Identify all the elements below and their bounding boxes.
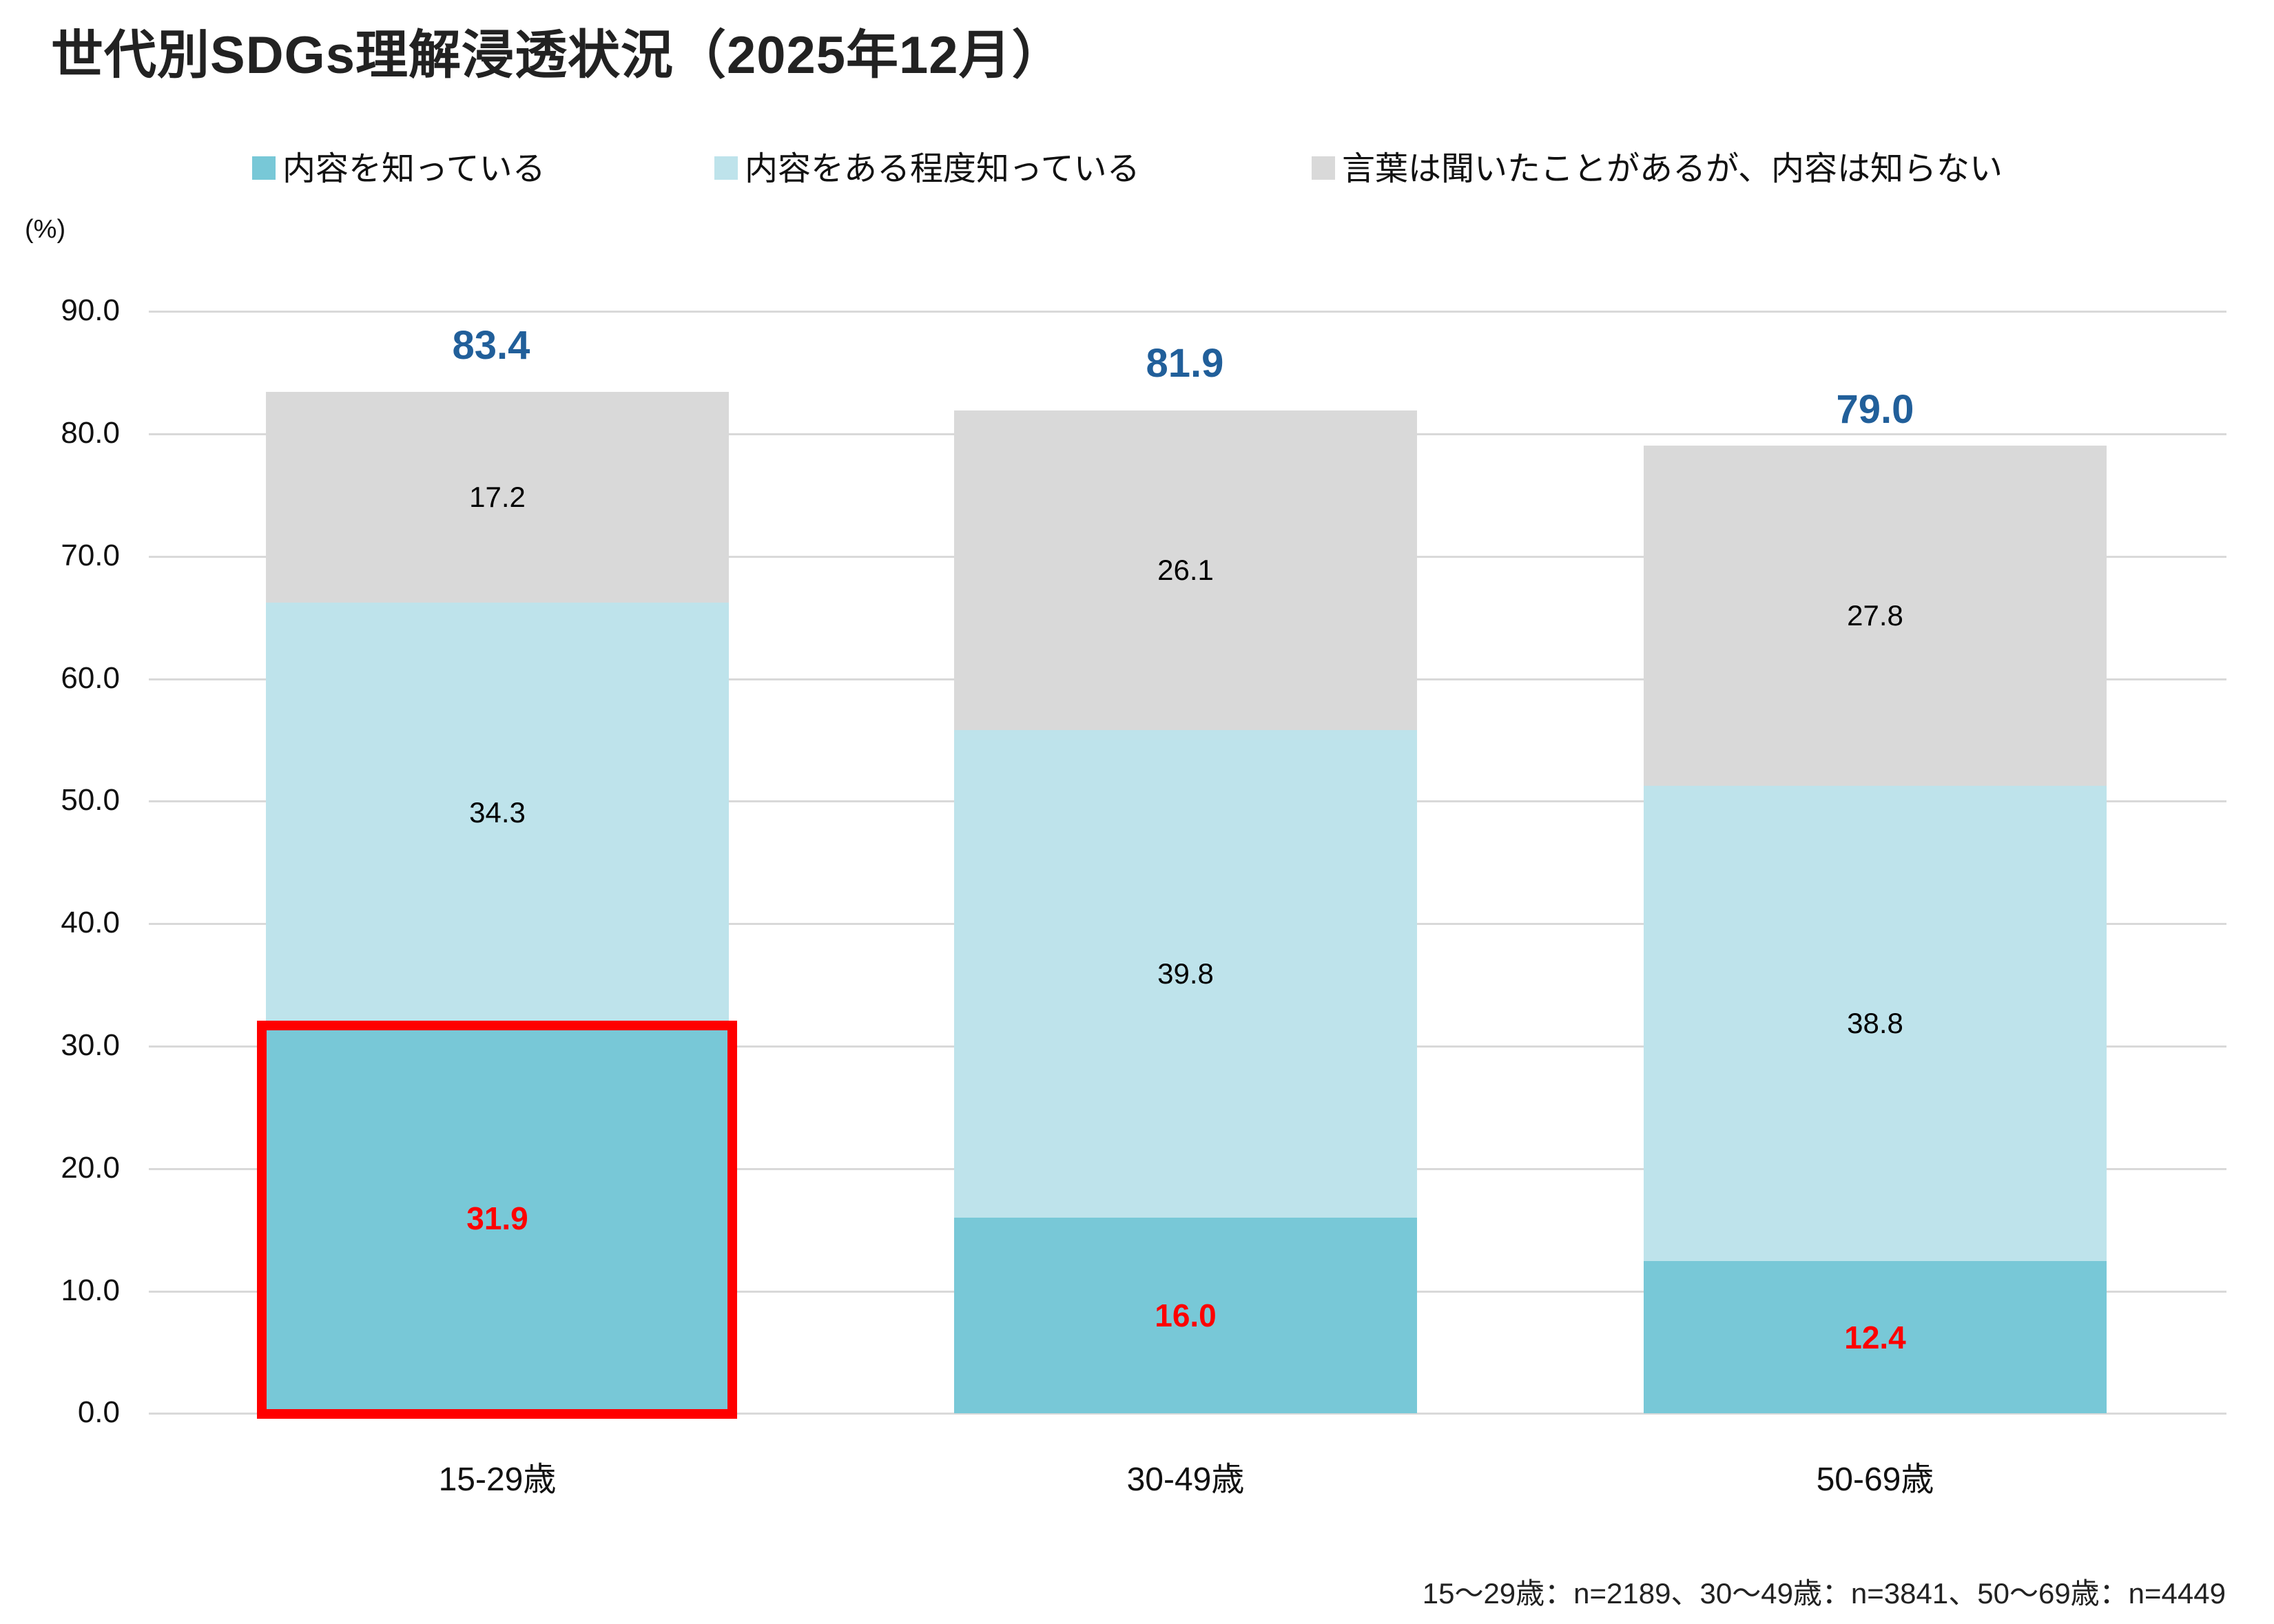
y-tick-label: 10.0 [61,1273,120,1307]
legend-item-know-somewhat: 内容をある程度知っている [714,141,1140,189]
y-tick-label: 20.0 [61,1151,120,1185]
bar-segment-heard-only[interactable]: 26.1 [954,410,1417,730]
y-axis-unit: (%) [25,215,66,244]
x-axis-baseline [149,1413,2226,1415]
sample-size-note: 15～29歳：n=2189、30～49歳：n=3841、50～69歳：n=444… [1422,1577,2226,1610]
legend-label: 内容をある程度知っている [745,151,1140,187]
x-category-label: 15-29歳 [438,1461,557,1498]
legend-swatch-icon [714,156,738,180]
chart-legend: 内容を知っている 内容をある程度知っている 言葉は聞いたことがあるが、内容は知ら… [0,141,2274,187]
segment-value-label: 38.8 [1847,1007,1903,1039]
x-category-label: 50-69歳 [1816,1461,1934,1498]
bar-segment-heard-only[interactable]: 17.2 [266,392,729,603]
bar-total-label: 83.4 [452,323,530,368]
segment-value-label: 17.2 [469,481,526,513]
x-category-label: 30-49歳 [1126,1461,1245,1498]
bar-segment-know-content[interactable]: 12.4 [1644,1261,2107,1413]
segment-value-label: 12.4 [1844,1319,1906,1355]
y-tick-label: 0.0 [77,1395,120,1429]
y-tick-label: 60.0 [61,661,120,695]
segment-value-label: 27.8 [1847,599,1903,632]
segment-value-label: 26.1 [1157,554,1214,586]
legend-swatch-icon [252,156,276,180]
bar-segment-know-content[interactable]: 31.9 [266,1023,729,1413]
gridline [149,311,2226,313]
y-tick-label: 30.0 [61,1028,120,1062]
segment-value-label: 31.9 [466,1200,528,1236]
segment-value-label: 39.8 [1157,957,1214,990]
bar-segment-know-content[interactable]: 16.0 [954,1218,1417,1413]
legend-item-know-content: 内容を知っている [252,141,546,189]
segment-value-label: 16.0 [1155,1298,1217,1333]
chart-title: 世代別SDGs理解浸透状況（2025年12月） [51,26,1065,85]
segment-value-label: 34.3 [469,796,526,829]
legend-label: 内容を知っている [282,151,546,187]
bar-total-label: 81.9 [1146,341,1224,386]
bar-total-label: 79.0 [1836,387,1914,432]
legend-swatch-icon [1312,156,1335,180]
y-tick-label: 80.0 [61,416,120,450]
stacked-bar[interactable]: 17.2 34.3 31.9 [266,392,729,1413]
legend-item-heard-only: 言葉は聞いたことがあるが、内容は知らない [1312,141,2003,189]
y-tick-label: 50.0 [61,783,120,817]
legend-label: 言葉は聞いたことがあるが、内容は知らない [1342,151,2003,187]
bar-segment-know-somewhat[interactable]: 34.3 [266,603,729,1023]
y-tick-label: 40.0 [61,906,120,939]
y-tick-label: 90.0 [61,293,120,327]
y-tick-label: 70.0 [61,539,120,572]
highlight-box [257,1021,737,1419]
stacked-bar[interactable]: 26.1 39.8 16.0 [954,410,1417,1413]
bar-segment-know-somewhat[interactable]: 39.8 [954,730,1417,1218]
stacked-bar[interactable]: 27.8 38.8 12.4 [1644,446,2107,1413]
bar-segment-heard-only[interactable]: 27.8 [1644,446,2107,786]
bar-segment-know-somewhat[interactable]: 38.8 [1644,786,2107,1261]
